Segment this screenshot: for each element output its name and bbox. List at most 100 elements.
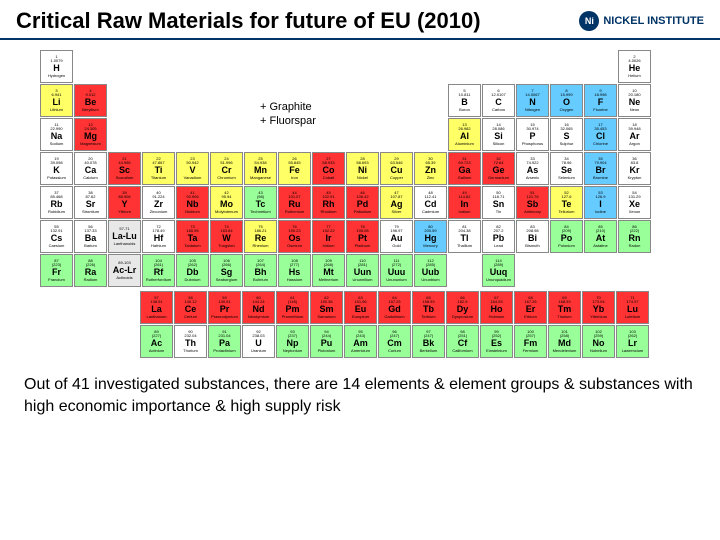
- element-Lr: 103(262)LrLawrencium: [616, 325, 649, 358]
- element-Nd: 60144.24NdNeodymium: [242, 291, 275, 324]
- element-Gd: 64157.25GdGadolinium: [378, 291, 411, 324]
- element-Re: 75186.21ReRhenium: [244, 220, 277, 253]
- element-C: 612.0107CCarbon: [482, 84, 515, 117]
- element-B: 510.811BBoron: [448, 84, 481, 117]
- element-Er: 68167.26ErErbium: [514, 291, 547, 324]
- element-Si: 1428.086SiSilicon: [482, 118, 515, 151]
- element-P: 1530.974PPhosphorus: [516, 118, 549, 151]
- element-Sg: 106(266)SgSeaborgium: [210, 254, 243, 287]
- element-Uub: 112(285)UubUnunbium: [414, 254, 447, 287]
- lanthanides-row: 57138.91LaLanthanum58140.12CeCerium59140…: [140, 291, 680, 324]
- element-Se: 3478.96SeSelenium: [550, 152, 583, 185]
- element-Po: 84(209)PoPolonium: [550, 220, 583, 253]
- element-Ar: 1839.948ArArgon: [618, 118, 651, 151]
- element-Cs: 55132.91CsCaesium: [40, 220, 73, 253]
- element-No: 102(259)NoNobelium: [582, 325, 615, 358]
- element-Uuu: 111(272)UuuUnununium: [380, 254, 413, 287]
- element-Ac-Lr: 89-103Ac-LrActinoids: [108, 254, 141, 287]
- element-Hg: 80200.59HgMercury: [414, 220, 447, 253]
- element-Pr: 59140.91PrPraseodymium: [208, 291, 241, 324]
- element-Mn: 2554.938MnManganese: [244, 152, 277, 185]
- element-Ca: 2040.078CaCalcium: [74, 152, 107, 185]
- element-Pa: 91231.04PaProtactinium: [208, 325, 241, 358]
- element-N: 714.0067NNitrogen: [516, 84, 549, 117]
- element-Zr: 4091.224ZrZirconium: [142, 186, 175, 219]
- element-Cr: 2451.996CrChromium: [210, 152, 243, 185]
- periodic-table-grid: 11.0079HHydrogen24.0026HeHelium36.941LiL…: [40, 50, 680, 287]
- element-Kr: 3683.8KrKrypton: [618, 152, 651, 185]
- element-Pd: 46106.42PdPalladium: [346, 186, 379, 219]
- element-Sb: 51121.76SbAntimony: [516, 186, 549, 219]
- element-Hs: 108(277)HsHassium: [278, 254, 311, 287]
- element-O: 815.999OOxygen: [550, 84, 583, 117]
- element-Pt: 78195.08PtPlatinum: [346, 220, 379, 253]
- footer-summary: Out of 41 investigated substances, there…: [0, 364, 720, 427]
- nickel-institute-logo: NICKEL INSTITUTE: [579, 11, 704, 31]
- element-La-Lu: 57-71La-LuLanthanoids: [108, 220, 141, 253]
- element-Ni: 2858.693NiNickel: [346, 152, 379, 185]
- element-Pb: 82207.2PbLead: [482, 220, 515, 253]
- element-Fm: 100(257)FmFermium: [514, 325, 547, 358]
- element-I: 53126.9IIodine: [584, 186, 617, 219]
- element-Os: 76190.23OsOsmium: [278, 220, 311, 253]
- element-Ce: 58140.12CeCerium: [174, 291, 207, 324]
- element-Ir: 77192.22IrIridium: [312, 220, 345, 253]
- element-Tc: 43(98)TcTechnetium: [244, 186, 277, 219]
- element-Uuq: 114(289)UuqUnunquadium: [482, 254, 515, 287]
- element-Be: 49.012BeBeryllium: [74, 84, 107, 117]
- element-Na: 1122.990NaSodium: [40, 118, 73, 151]
- element-Zn: 3065.39ZnZinc: [414, 152, 447, 185]
- element-Cf: 98(251)CfCalifornium: [446, 325, 479, 358]
- element-Es: 99(252)EsEinsteinium: [480, 325, 513, 358]
- element-Al: 1326.982AlAluminium: [448, 118, 481, 151]
- element-Rb: 3785.468RbRubidium: [40, 186, 73, 219]
- element-Te: 52127.6TeTellurium: [550, 186, 583, 219]
- logo-icon: [579, 11, 599, 31]
- element-Bi: 83208.98BiBismuth: [516, 220, 549, 253]
- element-Cu: 2963.546CuCopper: [380, 152, 413, 185]
- element-K: 1939.098KPotassium: [40, 152, 73, 185]
- element-Uun: 110(281)UunUnunnilium: [346, 254, 379, 287]
- element-Np: 93(237)NpNeptunium: [276, 325, 309, 358]
- page-title: Critical Raw Materials for future of EU …: [16, 8, 481, 34]
- element-Sc: 2144.956ScScandium: [108, 152, 141, 185]
- graphite-fluorspar-annotation: + Graphite + Fluorspar: [260, 100, 316, 129]
- element-Eu: 63151.96EuEuropium: [344, 291, 377, 324]
- element-Ti: 2247.867TiTitanium: [142, 152, 175, 185]
- element-Pu: 94(244)PuPlutonium: [310, 325, 343, 358]
- element-Ba: 56137.33BaBarium: [74, 220, 107, 253]
- element-Co: 2758.933CoCobalt: [312, 152, 345, 185]
- element-H: 11.0079HHydrogen: [40, 50, 73, 83]
- element-Fr: 87(223)FrFrancium: [40, 254, 73, 287]
- element-Au: 79196.97AuGold: [380, 220, 413, 253]
- element-Li: 36.941LiLithium: [40, 84, 73, 117]
- element-Cl: 1735.453ClChlorine: [584, 118, 617, 151]
- element-Md: 101(258)MdMendelevium: [548, 325, 581, 358]
- element-Ac: 89(227)AcActinium: [140, 325, 173, 358]
- element-V: 2350.942VVanadium: [176, 152, 209, 185]
- element-Sr: 3887.62SrStrontium: [74, 186, 107, 219]
- element-Ag: 47107.87AgSilver: [380, 186, 413, 219]
- element-Ra: 88(226)RaRadium: [74, 254, 107, 287]
- element-Rh: 45102.91RhRhodium: [312, 186, 345, 219]
- element-Nb: 4192.906NbNiobium: [176, 186, 209, 219]
- element-Yb: 70173.04YbYtterbium: [582, 291, 615, 324]
- element-Am: 95(243)AmAmericium: [344, 325, 377, 358]
- element-Pm: 61(145)PmPromethium: [276, 291, 309, 324]
- element-Sn: 50118.71SnTin: [482, 186, 515, 219]
- element-Y: 3988.906YYttrium: [108, 186, 141, 219]
- element-Bh: 107(264)BhBohrium: [244, 254, 277, 287]
- element-Dy: 66162.5DyDysprosium: [446, 291, 479, 324]
- element-Tm: 69168.93TmThulium: [548, 291, 581, 324]
- actinides-row: 89(227)AcActinium90232.04ThThorium91231.…: [140, 325, 680, 358]
- element-Hf: 72178.49HfHafnium: [142, 220, 175, 253]
- element-Fe: 2655.845FeIron: [278, 152, 311, 185]
- element-Cd: 48112.41CdCadmium: [414, 186, 447, 219]
- page-header: Critical Raw Materials for future of EU …: [0, 0, 720, 40]
- element-Tb: 65158.93TbTerbium: [412, 291, 445, 324]
- element-Ho: 67164.93HoHolmium: [480, 291, 513, 324]
- element-La: 57138.91LaLanthanum: [140, 291, 173, 324]
- element-Br: 3579.904BrBromine: [584, 152, 617, 185]
- element-S: 1632.065SSulphur: [550, 118, 583, 151]
- element-W: 74183.84WTungsten: [210, 220, 243, 253]
